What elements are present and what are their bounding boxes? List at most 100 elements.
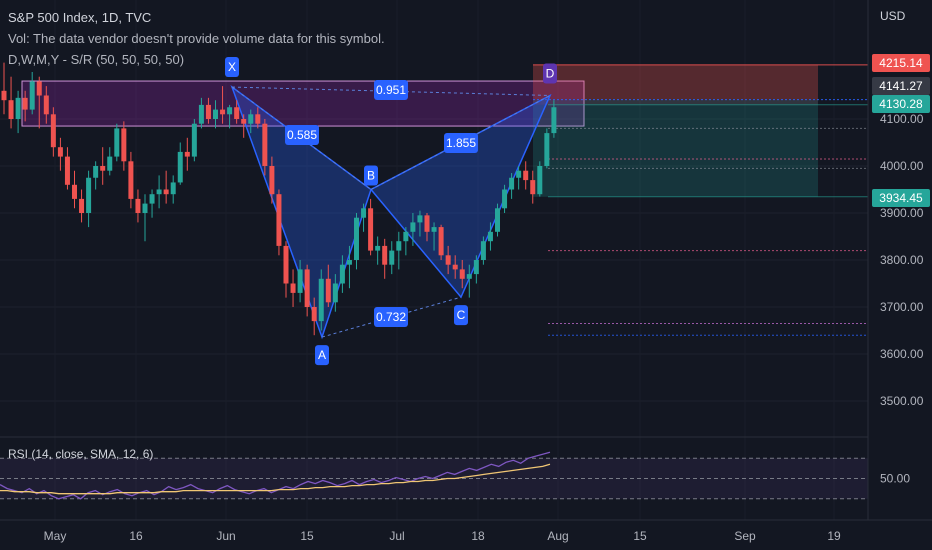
candle-body bbox=[114, 128, 120, 157]
price-tag-red: 4215.14 bbox=[872, 54, 930, 72]
volume-notice: Vol: The data vendor doesn't provide vol… bbox=[8, 31, 385, 46]
candle-body bbox=[452, 264, 458, 270]
point-c-label-bg bbox=[454, 305, 468, 326]
point-a-label-bg bbox=[315, 345, 329, 366]
candle-body bbox=[191, 123, 197, 157]
y-tick-label: 4000.00 bbox=[880, 159, 924, 173]
price-tag-bottom: 3934.45 bbox=[872, 189, 930, 207]
x-tick-label: May bbox=[44, 529, 67, 543]
candle-body bbox=[121, 128, 127, 162]
candle-body bbox=[1, 90, 7, 101]
ratio-bd-label-bg bbox=[444, 133, 478, 153]
point-x-label: X bbox=[225, 57, 239, 78]
x-tick-label: Jul bbox=[389, 529, 404, 543]
ratio-xb-label-bg bbox=[285, 125, 319, 145]
candle-body bbox=[227, 107, 233, 115]
rsi-ma-line bbox=[0, 463, 551, 495]
candles bbox=[1, 62, 557, 336]
prz-zone bbox=[21, 80, 585, 127]
symbol-title[interactable]: S&P 500 Index, 1D, TVC bbox=[8, 10, 152, 25]
point-a-label-text: A bbox=[318, 348, 326, 362]
candle-body bbox=[156, 189, 162, 195]
x-tick-label: 15 bbox=[633, 529, 647, 543]
candle-body bbox=[480, 241, 486, 260]
candle-body bbox=[276, 194, 282, 246]
ratio-xd-label: 0.951 bbox=[374, 80, 408, 100]
x-tick-label: 15 bbox=[300, 529, 314, 543]
candle-body bbox=[248, 114, 254, 124]
ratio-xd-label-text: 0.951 bbox=[376, 83, 406, 97]
sr-legend[interactable]: D,W,M,Y - S/R (50, 50, 50, 50) bbox=[8, 52, 184, 67]
candle-body bbox=[389, 250, 395, 265]
candle-body bbox=[163, 189, 169, 195]
point-b-label-text: B bbox=[367, 169, 375, 183]
sr-indicator-label[interactable]: D,W,M,Y - S/R (50, 50, 50, 50) bbox=[8, 52, 185, 67]
candle-body bbox=[403, 231, 409, 242]
sr-levels bbox=[533, 64, 868, 336]
candle-body bbox=[339, 264, 345, 284]
point-c-label-text: C bbox=[457, 308, 466, 322]
candle-body bbox=[22, 97, 28, 110]
candle-body bbox=[318, 278, 324, 322]
candle-body bbox=[417, 215, 423, 223]
candle-body bbox=[304, 269, 310, 307]
candle-body bbox=[29, 81, 35, 110]
candle-body bbox=[170, 182, 176, 195]
currency-label[interactable]: USD bbox=[880, 9, 906, 23]
candle-body bbox=[262, 123, 268, 166]
candle-body bbox=[234, 107, 240, 119]
candle-body bbox=[205, 104, 211, 119]
candle-body bbox=[100, 166, 106, 171]
x-tick-label: Jun bbox=[216, 529, 235, 543]
target-zone bbox=[533, 104, 818, 197]
stop-zone bbox=[533, 64, 818, 100]
point-d-label-bg bbox=[543, 63, 557, 84]
candle-body bbox=[473, 260, 479, 275]
point-x-label-bg bbox=[225, 57, 239, 78]
candle-body bbox=[220, 109, 226, 115]
candle-body bbox=[107, 156, 113, 171]
grid bbox=[0, 118, 868, 402]
candle-body bbox=[368, 208, 374, 251]
ratio-ac-label-bg bbox=[374, 307, 408, 327]
point-b-label: B bbox=[364, 165, 378, 186]
entry-zone bbox=[533, 99, 818, 105]
price-tag-gray: 4141.27 bbox=[872, 77, 930, 95]
candle-body bbox=[424, 215, 430, 232]
candle-body bbox=[325, 278, 331, 303]
ratio-xd-label-bg bbox=[374, 80, 408, 100]
rsi-level-label: 50.00 bbox=[880, 472, 910, 486]
candle-body bbox=[36, 81, 42, 96]
pattern-labels[interactable]: X A B C D 0.951 0.585 1.855 0.732 bbox=[225, 57, 557, 366]
ratio-ac-label-text: 0.732 bbox=[376, 310, 406, 324]
candle-body bbox=[142, 203, 148, 213]
candle-body bbox=[128, 161, 134, 199]
y-tick-label: 4100.00 bbox=[880, 112, 924, 126]
candle-body bbox=[213, 109, 218, 119]
bd-ratio-line bbox=[370, 95, 551, 190]
point-d-label: D bbox=[543, 63, 557, 84]
candle-body bbox=[290, 283, 296, 293]
candle-body bbox=[431, 227, 437, 232]
symbol-legend[interactable]: S&P 500 Index, 1D, TVC bbox=[8, 10, 151, 25]
candle-body bbox=[382, 245, 388, 265]
candle-body bbox=[64, 156, 70, 185]
point-d-label-text: D bbox=[546, 67, 555, 81]
candle-body bbox=[332, 283, 338, 303]
candle-body bbox=[410, 222, 416, 232]
candle-body bbox=[177, 151, 183, 183]
x-tick-label: 16 bbox=[129, 529, 143, 543]
candle-body bbox=[57, 147, 63, 157]
candle-body bbox=[502, 189, 508, 209]
y-tick-label: 3700.00 bbox=[880, 300, 924, 314]
y-tick-label: 3900.00 bbox=[880, 206, 924, 220]
point-c-label: C bbox=[454, 305, 468, 326]
rsi-label[interactable]: RSI (14, close, SMA, 12, 6) bbox=[8, 447, 154, 461]
candle-body bbox=[361, 208, 367, 218]
candle-body bbox=[283, 245, 289, 284]
candle-body bbox=[15, 97, 21, 119]
candle-body bbox=[198, 104, 204, 124]
xd-ratio-line bbox=[231, 86, 551, 96]
ratio-bd-label-text: 1.855 bbox=[446, 136, 476, 150]
